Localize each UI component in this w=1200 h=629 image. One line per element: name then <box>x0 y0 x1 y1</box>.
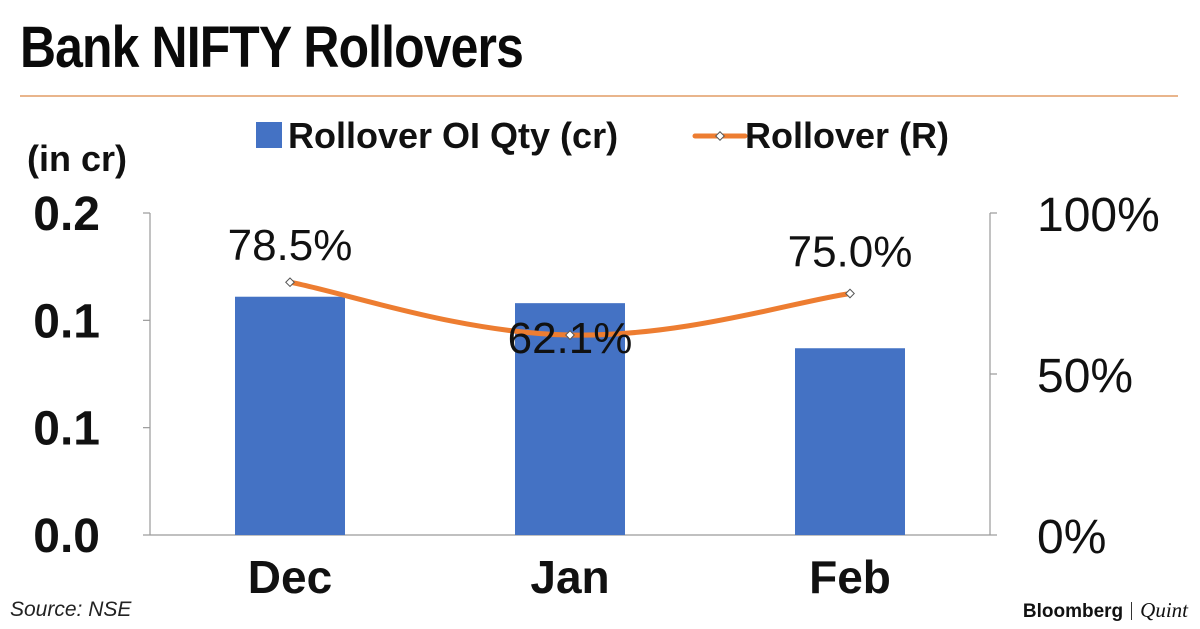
rollover-point <box>565 330 575 340</box>
legend-line-label: Rollover (R) <box>745 115 949 156</box>
chart-title: Bank NIFTY Rollovers <box>20 15 524 80</box>
brand-logo: Bloomberg Quint <box>1023 598 1188 623</box>
left-axis-label: (in cr) <box>27 138 127 179</box>
x-tick-label: Feb <box>809 551 891 600</box>
left-tick-label: 0.0 <box>33 510 100 563</box>
rollover-data-label: 62.1% <box>508 314 633 363</box>
brand-bloomberg: Bloomberg <box>1022 601 1124 622</box>
x-tick-label: Jan <box>530 551 609 600</box>
right-tick-label: 100% <box>1037 189 1160 242</box>
left-tick-label: 0.2 <box>33 188 100 241</box>
right-tick-label: 50% <box>1037 350 1133 403</box>
left-tick-label: 0.1 <box>33 403 100 456</box>
combo-chart: 0.0 0.1 0.1 0.2 (in cr) 0% 50% 100% Dec Jan Feb 78.… <box>27 115 1160 600</box>
rollover-data-label: 75.0% <box>788 228 913 277</box>
bar-feb <box>795 348 905 535</box>
title-divider <box>20 95 1178 97</box>
left-tick-label: 0.1 <box>33 295 100 348</box>
source-note: Source: NSE <box>10 598 132 621</box>
legend-line-marker <box>715 131 725 141</box>
legend-bar-label: Rollover OI Qty (cr) <box>288 115 618 156</box>
x-tick-label: Dec <box>248 551 332 600</box>
brand-separator <box>1131 602 1133 620</box>
bar-dec <box>235 296 345 535</box>
bar-jan <box>515 303 625 535</box>
right-tick-label: 0% <box>1037 511 1106 564</box>
rollover-point <box>845 288 855 299</box>
rollover-data-label: 78.5% <box>228 221 353 270</box>
legend-bar-swatch <box>256 122 282 148</box>
rollover-point <box>285 277 295 288</box>
brand-quint: Quint <box>1140 598 1188 622</box>
